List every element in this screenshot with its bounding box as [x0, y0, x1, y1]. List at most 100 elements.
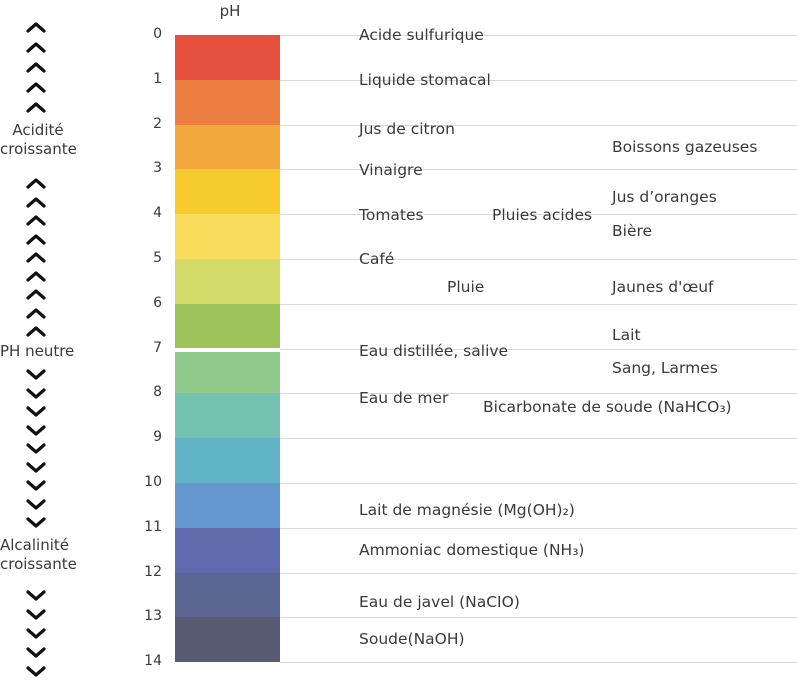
label-tomates: Tomates [359, 206, 424, 224]
acidity-label-line1: Acidité [12, 121, 64, 139]
chevron-down-icon [24, 368, 48, 382]
label-liquide-stomacal: Liquide stomacal [359, 71, 491, 89]
label-jus-oranges: Jus d’oranges [612, 188, 717, 206]
label-jus-de-citron: Jus de citron [359, 120, 455, 138]
tick-label-6: 6 [153, 294, 162, 311]
chevron-up-icon [24, 213, 48, 227]
gridline-5 [280, 259, 797, 260]
chevron-up-icon [24, 20, 48, 34]
tick-label-13: 13 [144, 608, 162, 625]
chevron-up-icon [24, 269, 48, 283]
chevron-up-icon [24, 306, 48, 320]
chevron-up-icon [24, 232, 48, 246]
ph-band-12 [175, 573, 280, 617]
chevron-up-icon [24, 60, 48, 74]
chevron-down-icon [24, 405, 48, 419]
tick-label-12: 12 [144, 563, 162, 580]
gridline-11 [280, 528, 797, 529]
ph-title: pH [219, 2, 241, 20]
tick-label-9: 9 [153, 429, 162, 446]
chevron-up-icon [24, 250, 48, 264]
label-jaunes-oeuf: Jaunes d'œuf [612, 278, 714, 296]
acidity-label-line2: croissante [0, 140, 77, 158]
chevron-down-icon [24, 646, 48, 660]
gridline-7 [280, 349, 797, 350]
tick-label-1: 1 [153, 70, 162, 87]
label-bicarbonate: Bicarbonate de soude (NaHCO₃) [483, 398, 732, 416]
gridline-10 [280, 483, 797, 484]
label-eau-de-mer: Eau de mer [359, 389, 449, 407]
ph-band-5 [175, 259, 280, 304]
tick-label-5: 5 [153, 250, 162, 266]
chevron-down-icon [24, 665, 48, 679]
label-eau-javel: Eau de javel (NaCIO) [359, 593, 520, 611]
label-eau-distillee: Eau distillée, salive [359, 342, 509, 360]
gridline-12 [280, 573, 797, 574]
gridline-4 [280, 214, 797, 215]
chevron-down-icon [24, 461, 48, 475]
alkalinity-label-line1: Alcalinité [0, 536, 69, 554]
chevron-up-icon [24, 40, 48, 54]
ph-band-6 [175, 304, 280, 349]
tick-label-0: 0 [153, 26, 162, 42]
gridline-1 [280, 80, 797, 81]
tick-label-7: 7 [153, 339, 162, 356]
chevron-up-icon [24, 324, 48, 338]
tick-label-14: 14 [144, 653, 162, 670]
ph-band-0 [175, 35, 280, 80]
ph-band-9 [175, 438, 280, 483]
label-acide-sulfurique: Acide sulfurique [359, 26, 484, 44]
chevron-up-icon [24, 100, 48, 114]
ph-band-13 [175, 617, 280, 662]
gridline-13 [280, 617, 797, 618]
gridline-9 [280, 438, 797, 439]
label-ammoniac: Ammoniac domestique (NH₃) [359, 541, 585, 559]
chevron-down-icon [24, 479, 48, 493]
ph-band-8 [175, 393, 280, 438]
gridline-14 [280, 662, 797, 663]
chevron-down-icon [24, 498, 48, 512]
neutral-label: PH neutre [0, 342, 75, 360]
ph-band-2 [175, 125, 280, 169]
chevron-down-icon [24, 442, 48, 456]
ph-band-1 [175, 80, 280, 125]
alkalinity-label: Alcalinité croissante [0, 536, 77, 574]
alkalinity-label-line2: croissante [0, 555, 77, 573]
label-pluie: Pluie [447, 278, 485, 296]
ph-band-4 [175, 214, 280, 259]
ph-band-3 [175, 169, 280, 214]
chevron-up-icon [24, 80, 48, 94]
tick-label-10: 10 [144, 474, 162, 490]
chevron-down-icon [24, 608, 48, 622]
tick-label-4: 4 [153, 205, 162, 222]
chevron-down-icon [24, 516, 48, 530]
chevron-down-icon [24, 589, 48, 603]
chevron-up-icon [24, 287, 48, 301]
chevron-down-icon [24, 627, 48, 641]
gridline-8 [280, 393, 797, 394]
ph-band-7 [175, 349, 280, 393]
label-lait: Lait [612, 326, 641, 344]
ph-band-10 [175, 483, 280, 528]
label-pluies-acides: Pluies acides [492, 206, 593, 224]
tick-label-3: 3 [153, 160, 162, 177]
gridline-0 [280, 35, 797, 36]
gridline-6 [280, 304, 797, 305]
label-lait-magnesie: Lait de magnésie (Mg(OH)₂) [359, 501, 575, 519]
chevron-up-icon [24, 195, 48, 209]
tick-label-11: 11 [144, 518, 162, 535]
gridline-3 [280, 169, 797, 170]
label-soude: Soude(NaOH) [359, 630, 465, 648]
gridline-2 [280, 125, 797, 126]
chevron-up-icon [24, 176, 48, 190]
chevron-down-icon [24, 424, 48, 438]
acidity-label: Acidité croissante [0, 121, 77, 159]
chevron-down-icon [24, 387, 48, 401]
tick-label-8: 8 [153, 384, 162, 401]
label-vinaigre: Vinaigre [359, 161, 423, 179]
ph-band-11 [175, 528, 280, 573]
label-sang-larmes: Sang, Larmes [612, 359, 718, 377]
label-cafe: Café [359, 250, 395, 268]
label-boissons-gazeuses: Boissons gazeuses [612, 138, 758, 156]
label-biere: Bière [612, 222, 653, 240]
